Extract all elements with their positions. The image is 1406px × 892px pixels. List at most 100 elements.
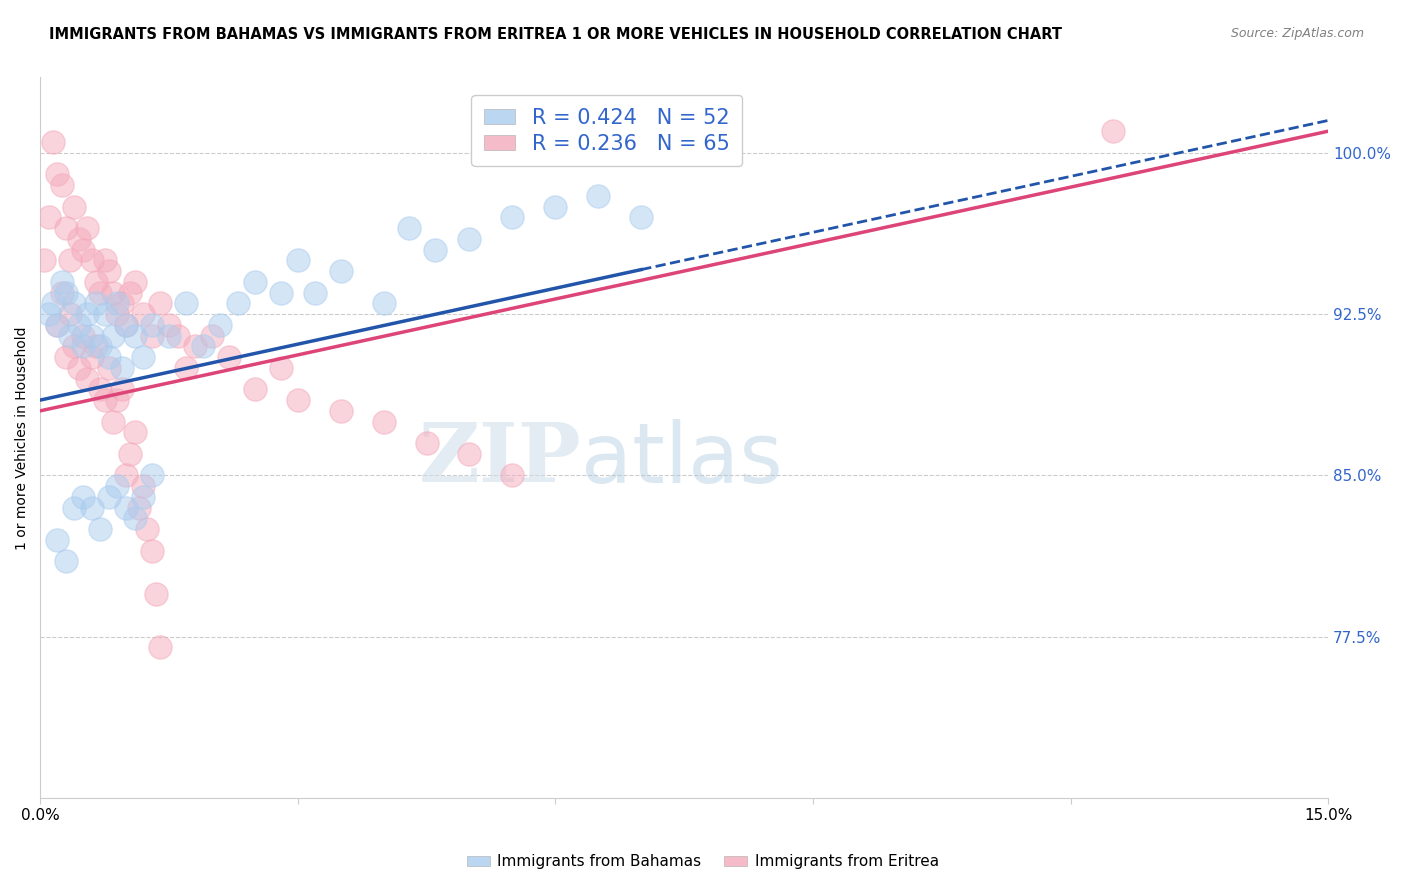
Point [101, 415, 124, 429]
Point [97, 264, 120, 278]
Point [72, 328, 94, 343]
Point [72, 243, 94, 257]
Point [67, 360, 90, 375]
Point [132, 350, 155, 364]
Point [132, 307, 155, 321]
Point [111, 296, 134, 310]
Point [80, 350, 103, 364]
Point [105, 296, 128, 310]
Point [132, 479, 155, 493]
Point [115, 318, 138, 332]
Point [97, 490, 120, 504]
Point [630, 211, 652, 225]
Point [76, 307, 98, 321]
Point [128, 500, 150, 515]
Point [105, 393, 128, 408]
Point [89, 339, 111, 353]
Point [51, 275, 73, 289]
Point [72, 490, 94, 504]
Point [76, 371, 98, 385]
Point [34, 253, 56, 268]
Point [46, 318, 69, 332]
Point [38, 211, 60, 225]
Point [89, 285, 111, 300]
Point [76, 221, 98, 235]
Point [97, 350, 120, 364]
Point [89, 382, 111, 396]
Point [458, 447, 481, 461]
Point [55, 285, 77, 300]
Point [373, 415, 395, 429]
Point [588, 188, 610, 202]
Point [111, 382, 134, 396]
Point [93, 253, 115, 268]
Point [93, 307, 115, 321]
Point [89, 522, 111, 536]
Text: IMMIGRANTS FROM BAHAMAS VS IMMIGRANTS FROM ERITREA 1 OR MORE VEHICLES IN HOUSEHO: IMMIGRANTS FROM BAHAMAS VS IMMIGRANTS FR… [49, 27, 1062, 42]
Point [101, 328, 124, 343]
Point [67, 232, 90, 246]
Point [287, 253, 309, 268]
Point [101, 285, 124, 300]
Point [1102, 124, 1125, 138]
Point [80, 500, 103, 515]
Point [501, 468, 523, 483]
Point [544, 200, 567, 214]
Point [243, 275, 266, 289]
Point [287, 393, 309, 408]
Point [398, 221, 420, 235]
Point [458, 232, 481, 246]
Text: atlas: atlas [581, 419, 783, 500]
Point [80, 253, 103, 268]
Point [42, 135, 65, 149]
Point [63, 500, 86, 515]
Point [120, 285, 142, 300]
Point [124, 425, 146, 440]
Point [59, 307, 82, 321]
Point [51, 285, 73, 300]
Point [270, 285, 292, 300]
Point [59, 253, 82, 268]
Point [111, 360, 134, 375]
Point [120, 447, 142, 461]
Point [423, 243, 446, 257]
Point [329, 404, 352, 418]
Point [72, 339, 94, 353]
Point [115, 500, 138, 515]
Point [105, 479, 128, 493]
Point [174, 360, 197, 375]
Point [183, 339, 205, 353]
Point [46, 167, 69, 181]
Point [209, 318, 232, 332]
Point [218, 350, 240, 364]
Point [46, 318, 69, 332]
Point [329, 264, 352, 278]
Point [115, 468, 138, 483]
Point [149, 640, 172, 655]
Point [141, 328, 163, 343]
Point [59, 328, 82, 343]
Point [145, 587, 167, 601]
Point [55, 554, 77, 568]
Point [38, 307, 60, 321]
Point [67, 318, 90, 332]
Point [97, 360, 120, 375]
Point [373, 296, 395, 310]
Point [201, 328, 224, 343]
Point [174, 296, 197, 310]
Legend: R = 0.424   N = 52, R = 0.236   N = 65: R = 0.424 N = 52, R = 0.236 N = 65 [471, 95, 742, 166]
Text: ZIP: ZIP [419, 419, 581, 500]
Point [124, 328, 146, 343]
Point [157, 318, 180, 332]
Point [124, 275, 146, 289]
Point [141, 543, 163, 558]
Point [55, 350, 77, 364]
Point [124, 511, 146, 525]
Legend: Immigrants from Bahamas, Immigrants from Eritrea: Immigrants from Bahamas, Immigrants from… [461, 848, 945, 875]
Point [63, 296, 86, 310]
Point [63, 200, 86, 214]
Point [93, 393, 115, 408]
Point [84, 296, 107, 310]
Text: Source: ZipAtlas.com: Source: ZipAtlas.com [1230, 27, 1364, 40]
Point [304, 285, 326, 300]
